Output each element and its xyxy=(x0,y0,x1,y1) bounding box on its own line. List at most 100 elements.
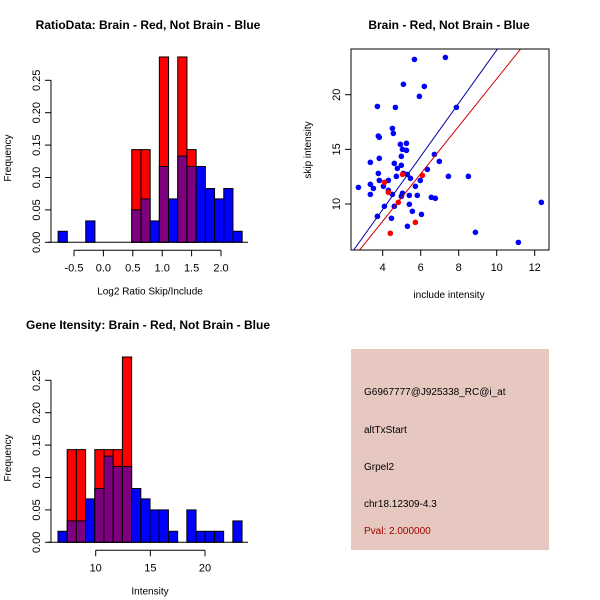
point-not-brain xyxy=(416,93,423,100)
point-brain xyxy=(399,171,406,178)
point-not-brain xyxy=(406,192,413,199)
location: chr18.12309-4.3 xyxy=(364,499,437,510)
y-axis-label: skip intensity xyxy=(303,121,314,178)
bar-overlap xyxy=(121,465,133,543)
chart-title: RatioData: Brain - Red, Not Brain - Blue xyxy=(36,18,261,32)
point-brain xyxy=(412,219,419,226)
bar-not-brain xyxy=(131,488,142,543)
point-not-brain xyxy=(409,208,416,215)
x-tick-label: 15 xyxy=(144,562,156,574)
y-tick-label: 0.25 xyxy=(31,70,43,91)
bar-overlap xyxy=(140,198,151,243)
point-not-brain xyxy=(432,195,439,202)
point-brain xyxy=(385,189,392,196)
x-tick-label: 4 xyxy=(380,262,386,274)
point-not-brain xyxy=(406,201,413,208)
gene-name: Grpel2 xyxy=(364,462,395,473)
bar-not-brain xyxy=(195,165,206,243)
x-tick-label: 0.5 xyxy=(125,262,140,274)
point-not-brain xyxy=(442,54,449,61)
point-brain xyxy=(387,230,394,237)
point-not-brain xyxy=(465,173,472,180)
bar-not-brain xyxy=(85,498,96,543)
point-not-brain xyxy=(414,192,421,199)
fit-line-brain xyxy=(358,49,522,250)
point-not-brain xyxy=(403,147,410,154)
x-tick-label: 0.0 xyxy=(96,262,111,274)
bar-not-brain xyxy=(186,509,197,543)
point-not-brain xyxy=(376,155,383,162)
chart-title: Gene Itensity: Brain - Red, Not Brain - … xyxy=(26,318,270,332)
point-not-brain xyxy=(367,191,374,198)
chart-title: Brain - Red, Not Brain - Blue xyxy=(368,18,530,32)
bar-overlap xyxy=(103,455,114,543)
point-not-brain xyxy=(376,177,383,184)
point-brain xyxy=(381,179,388,186)
point-not-brain xyxy=(370,185,377,192)
bar-not-brain xyxy=(204,188,216,243)
plot-frame xyxy=(350,48,550,251)
bar-overlap xyxy=(177,155,188,243)
x-tick-label: -0.5 xyxy=(65,262,84,274)
bar-overlap xyxy=(75,520,87,543)
point-not-brain xyxy=(394,165,401,172)
y-axis-label: Frequency xyxy=(3,134,14,181)
point-not-brain xyxy=(374,103,381,110)
x-tick-label: 12 xyxy=(529,262,541,274)
x-axis-label: Log2 Ratio Skip/Include xyxy=(97,286,203,297)
point-not-brain xyxy=(515,239,522,246)
point-not-brain xyxy=(375,170,382,177)
point-not-brain xyxy=(355,184,362,191)
point-not-brain xyxy=(398,193,405,200)
x-tick-label: 8 xyxy=(456,262,462,274)
bar-not-brain xyxy=(204,530,215,543)
bar-overlap xyxy=(112,465,123,543)
bar-not-brain xyxy=(167,530,179,543)
y-axis-label: Frequency xyxy=(3,434,14,481)
bar-overlap xyxy=(186,165,197,243)
y-tick-label: 0.20 xyxy=(31,402,43,423)
fit-line-not-brain xyxy=(353,49,499,250)
bar-not-brain xyxy=(214,198,225,243)
x-tick-label: 1.5 xyxy=(184,262,199,274)
bar-not-brain xyxy=(85,220,96,243)
y-tick-label: 0.25 xyxy=(31,370,43,391)
point-not-brain xyxy=(376,134,383,141)
x-tick-label: 2.0 xyxy=(213,262,228,274)
x-tick-label: 6 xyxy=(418,262,424,274)
point-not-brain xyxy=(472,229,479,236)
x-tick-label: 1.0 xyxy=(155,262,170,274)
bar-not-brain xyxy=(149,509,160,543)
pval: Pval: 2.000000 xyxy=(364,526,431,537)
point-not-brain xyxy=(391,160,398,167)
event-type: altTxStart xyxy=(364,425,407,436)
x-axis-label: Intensity xyxy=(131,586,168,597)
point-not-brain xyxy=(445,173,452,180)
bar-not-brain xyxy=(140,498,151,543)
bar-not-brain xyxy=(168,198,179,243)
y-tick-label: 0.15 xyxy=(31,434,43,455)
point-not-brain xyxy=(392,104,399,111)
point-not-brain xyxy=(367,181,374,188)
y-tick-label: 0.05 xyxy=(31,199,43,220)
point-not-brain xyxy=(538,199,545,206)
point-not-brain xyxy=(393,173,400,180)
point-not-brain xyxy=(397,141,404,148)
point-not-brain xyxy=(412,183,419,190)
bar-overlap xyxy=(158,165,170,243)
bar-not-brain xyxy=(149,220,160,243)
bar-not-brain xyxy=(223,188,234,243)
bar-not-brain xyxy=(57,230,68,243)
bar-not-brain xyxy=(158,509,169,543)
bar-not-brain xyxy=(195,530,206,543)
x-tick-label: 20 xyxy=(199,562,211,574)
info-panel: G6967777@J925338_RC@i_at altTxStart Grpe… xyxy=(351,349,549,550)
bar-not-brain xyxy=(57,530,68,543)
bar-not-brain xyxy=(232,230,243,243)
point-not-brain xyxy=(400,81,407,88)
point-not-brain xyxy=(398,153,405,160)
point-not-brain xyxy=(367,159,374,166)
point-not-brain xyxy=(390,130,397,137)
point-not-brain xyxy=(417,177,424,184)
